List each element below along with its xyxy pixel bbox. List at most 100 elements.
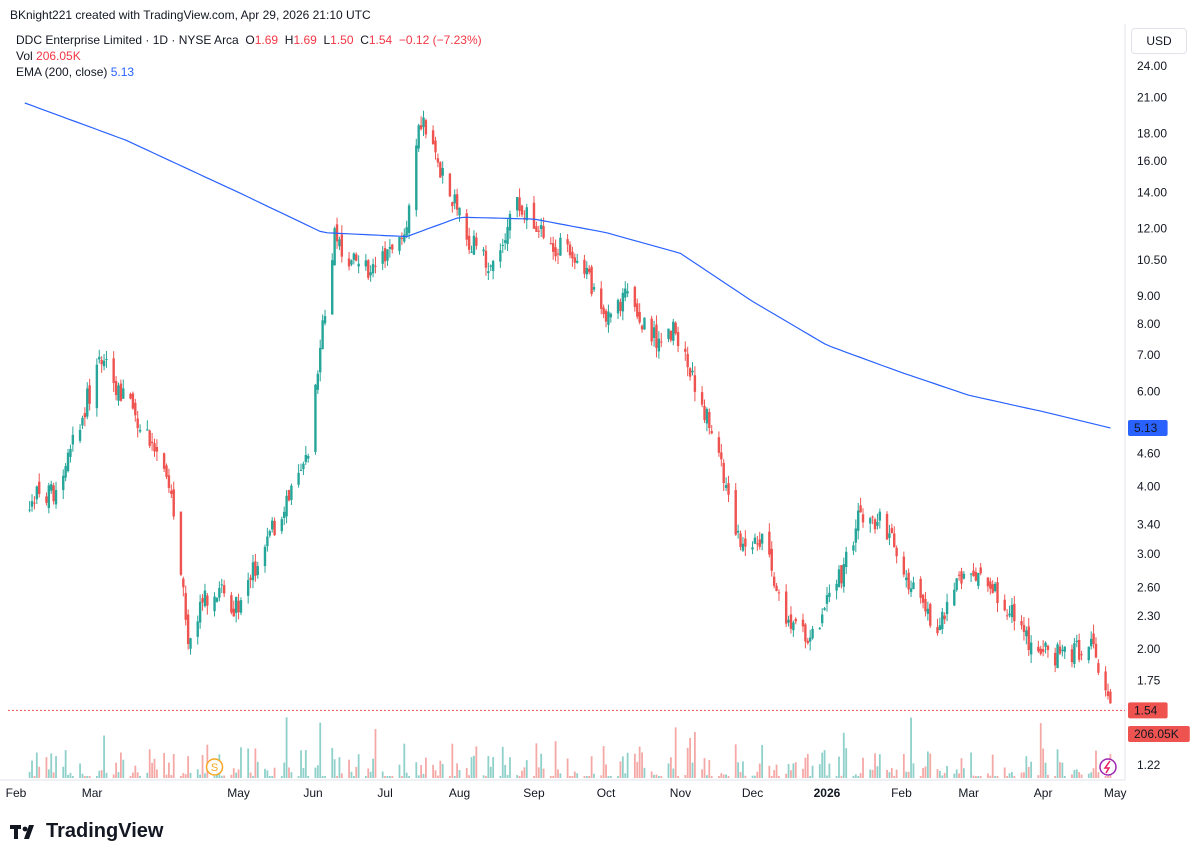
candle-body (391, 244, 394, 250)
candle-body (155, 446, 159, 452)
legend-low-label: L (323, 33, 331, 47)
candle-body (907, 572, 910, 590)
y-tick-label: 6.00 (1137, 384, 1161, 398)
volume-bar (770, 776, 773, 778)
currency-button[interactable]: USD (1131, 28, 1187, 54)
y-tick-label: 2.60 (1137, 580, 1161, 594)
candle-body (672, 321, 675, 341)
candle-body (150, 441, 154, 444)
tradingview-logo-icon (10, 824, 34, 839)
candle-body (1027, 626, 1030, 651)
volume-bar (374, 729, 377, 778)
candle-body (1037, 646, 1040, 652)
volume-bar (482, 775, 485, 778)
volume-bar (722, 774, 725, 778)
volume-bar (432, 764, 435, 778)
candle-body (936, 627, 939, 634)
volume-bar (888, 772, 891, 778)
candle-body (924, 599, 927, 612)
candle-body (66, 452, 70, 472)
candle-body (727, 483, 730, 495)
volume-bar (62, 766, 65, 778)
volume-bar (300, 750, 302, 778)
volume-bar (235, 772, 238, 778)
last-price-tag-bg (1128, 702, 1168, 719)
candle-body (938, 625, 942, 631)
candle-body (1046, 645, 1050, 650)
volume-bar (1087, 773, 1090, 778)
candle-body (551, 243, 555, 252)
candle-body (189, 638, 192, 649)
volume-bar (237, 769, 240, 778)
candle-body (588, 268, 591, 273)
legend-low: 1.50 (330, 33, 354, 47)
volume-bar (1092, 768, 1095, 778)
candle-body (905, 577, 908, 581)
volume-bar (859, 773, 862, 778)
volume-bar (189, 772, 192, 778)
legend-vol-label[interactable]: Vol (16, 49, 33, 63)
candle-body (571, 251, 574, 259)
legend-symbol[interactable]: DDC Enterprise Limited · 1D · NYSE Arca (16, 33, 239, 47)
candle-body (33, 502, 36, 504)
candle-body (148, 430, 151, 446)
candle-body (88, 385, 91, 404)
volume-bar (1039, 723, 1042, 778)
volume-bar (232, 768, 235, 778)
volume-bar (706, 775, 708, 778)
volume-bar (938, 770, 941, 778)
candle-body (28, 509, 31, 511)
volume-bar (802, 768, 804, 778)
candle-body (953, 589, 956, 606)
candle-body (119, 383, 123, 401)
volume-bar (761, 744, 764, 778)
candle-body (758, 539, 761, 547)
candle-body (1056, 644, 1059, 669)
volume-bar (350, 771, 353, 778)
volume-bar (31, 760, 33, 778)
volume-bar (79, 763, 81, 778)
candle-body (657, 338, 661, 352)
volume-bar (88, 776, 91, 778)
candle-body (703, 405, 706, 420)
candle-body (638, 311, 641, 323)
volume-bar (689, 737, 691, 778)
candle-body (895, 547, 898, 557)
legend-ema-label[interactable]: EMA (200, close) (16, 65, 108, 79)
candle-body (352, 253, 356, 260)
volume-bar (1097, 772, 1100, 778)
candle-body (828, 592, 831, 598)
volume-bar (794, 762, 797, 778)
legend-ohlc-row: DDC Enterprise Limited · 1D · NYSE Arca … (16, 32, 482, 48)
x-tick-label: Mar (958, 786, 979, 800)
volume-bar (926, 751, 929, 778)
y-tick-label: 7.00 (1137, 348, 1161, 362)
volume-bar (129, 776, 132, 778)
candle-body (251, 562, 255, 581)
candle-body (559, 237, 562, 256)
volume-bar (122, 759, 125, 778)
candle-body (621, 292, 625, 312)
volume-bar (552, 776, 555, 778)
candle-body (825, 595, 829, 604)
volume-bar (924, 766, 927, 778)
candle-body (861, 514, 865, 523)
candle-body (213, 596, 216, 612)
volume-bar (686, 747, 689, 778)
volume-bar (902, 753, 905, 778)
candle-body (539, 225, 543, 230)
volume-bar (569, 776, 571, 778)
candle-body (515, 197, 519, 211)
x-tick-label: Sep (523, 786, 545, 800)
volume-bar (588, 776, 591, 778)
volume-bar (710, 776, 713, 778)
volume-bar (804, 757, 807, 778)
legend-vol: 206.05K (36, 49, 81, 63)
volume-bar (667, 763, 670, 778)
volume-bar (674, 727, 677, 778)
volume-bar (727, 776, 730, 778)
volume-bar (268, 776, 271, 778)
candle-body (1106, 691, 1110, 697)
candle-body (1094, 643, 1098, 658)
